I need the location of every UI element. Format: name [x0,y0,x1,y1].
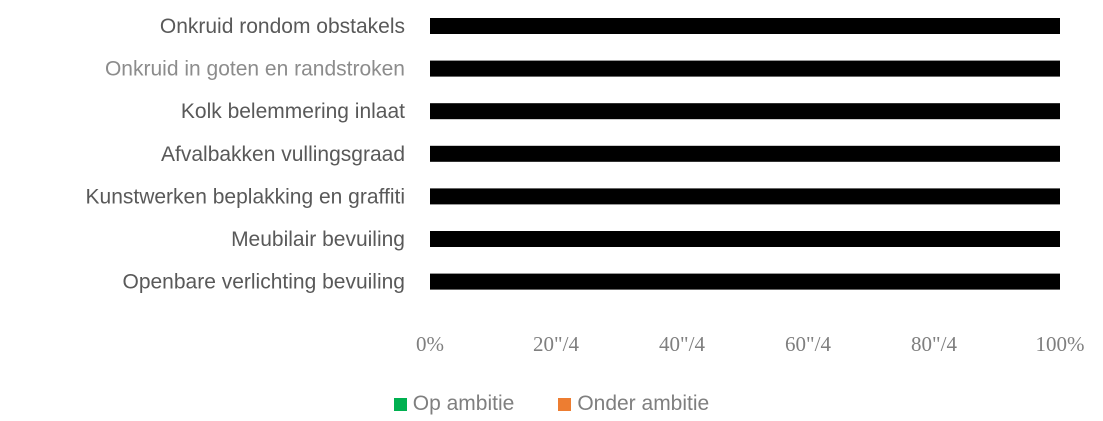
bar-segment [430,103,1060,120]
x-tick-label: 20"/4 [533,332,579,356]
legend-item-onder-ambitie: Onder ambitie [558,392,709,416]
x-tick-label: 80"/4 [911,332,957,356]
x-tick-label: 40"/4 [659,332,705,356]
bar-segment [430,60,1060,77]
bar-segment [430,145,1060,162]
legend-label-onder-ambitie: Onder ambitie [577,392,710,415]
category-label: Kunstwerken beplakking en graffiti [86,185,405,208]
category-label: Openbare verlichting bevuiling [122,271,405,294]
legend-swatch-onder-ambitie [558,397,572,411]
category-label: Meubilair bevuiling [231,228,405,251]
bar-segment [430,188,1060,205]
x-tick-label: 0% [416,332,444,356]
legend-item-op-ambitie: Op ambitie [393,392,515,416]
bar-segment [430,273,1060,290]
x-tick-label: 100% [1036,332,1085,356]
legend-swatch-op-ambitie [393,397,407,411]
x-tick-label: 60"/4 [785,332,831,356]
category-labels: Onkruid rondom obstakels Onkruid in goten… [86,15,406,294]
legend-label-op-ambitie: Op ambitie [412,392,515,415]
bars [430,18,1060,290]
category-label: Kolk belemmering inlaat [181,100,405,123]
category-label: Onkruid rondom obstakels [160,15,405,38]
x-tick-labels: 0% 20"/4 40"/4 60"/4 80"/4 100% [416,332,1085,356]
bar-segment [430,231,1060,247]
bar-chart: Onkruid rondom obstakels Onkruid in goten… [86,15,1085,356]
bar-segment [430,18,1060,34]
legend: Op ambitie Onder ambitie [0,392,1103,416]
category-label: Onkruid in goten en randstroken [105,58,405,81]
category-label: Afvalbakken vullingsgraad [161,143,405,166]
